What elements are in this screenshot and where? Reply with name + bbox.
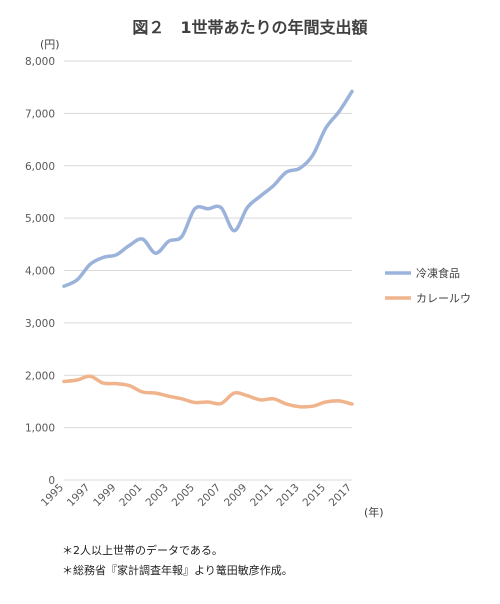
legend-label: 冷凍食品 <box>416 266 460 280</box>
footnote-source: ＊総務省『家計調査年報』より篭田敏彦作成。 <box>62 564 293 577</box>
series-lines <box>62 89 354 409</box>
footnote-data-scope: ＊2人以上世帯のデータである。 <box>62 544 223 557</box>
y-axis-unit: (円) <box>40 38 60 51</box>
x-tick-label: 2015 <box>301 482 328 509</box>
x-tick-label: 2007 <box>196 482 223 509</box>
x-tick-label: 2011 <box>248 482 275 509</box>
y-tick-label: 8,000 <box>25 56 55 68</box>
y-tick-label: 7,000 <box>25 108 55 120</box>
y-tick-label: 1,000 <box>25 423 55 435</box>
series-line-1 <box>62 89 354 288</box>
series-line-2 <box>62 374 354 409</box>
x-tick-label: 1997 <box>65 482 92 509</box>
x-tick-label: 2003 <box>143 482 170 509</box>
x-tick-label: 1999 <box>91 482 118 509</box>
x-tick-label: 2009 <box>222 482 249 509</box>
x-tick-label: 2017 <box>327 482 354 509</box>
y-axis: 0 1,000 2,000 3,000 4,000 5,000 6,000 7,000 8,00… <box>25 56 55 487</box>
y-tick-label: 6,000 <box>25 161 55 173</box>
x-axis: 1995199719992001200320052007200920112013… <box>39 482 354 509</box>
gridlines <box>64 60 352 481</box>
x-tick-label: 2005 <box>170 482 197 509</box>
y-tick-label: 5,000 <box>25 213 55 225</box>
x-tick-label: 2001 <box>117 482 144 509</box>
y-tick-label: 3,000 <box>25 318 55 330</box>
y-tick-label: 4,000 <box>25 266 55 278</box>
x-tick-label: 1995 <box>39 482 66 509</box>
y-tick-label: 0 <box>48 475 55 487</box>
legend-label: カレールウ <box>416 292 471 305</box>
x-tick-label: 2013 <box>274 482 301 509</box>
x-axis-unit: (年) <box>364 505 384 519</box>
chart-title: 図２ 1世帯あたりの年間支出額 <box>132 18 368 37</box>
y-tick-label: 2,000 <box>25 370 55 382</box>
